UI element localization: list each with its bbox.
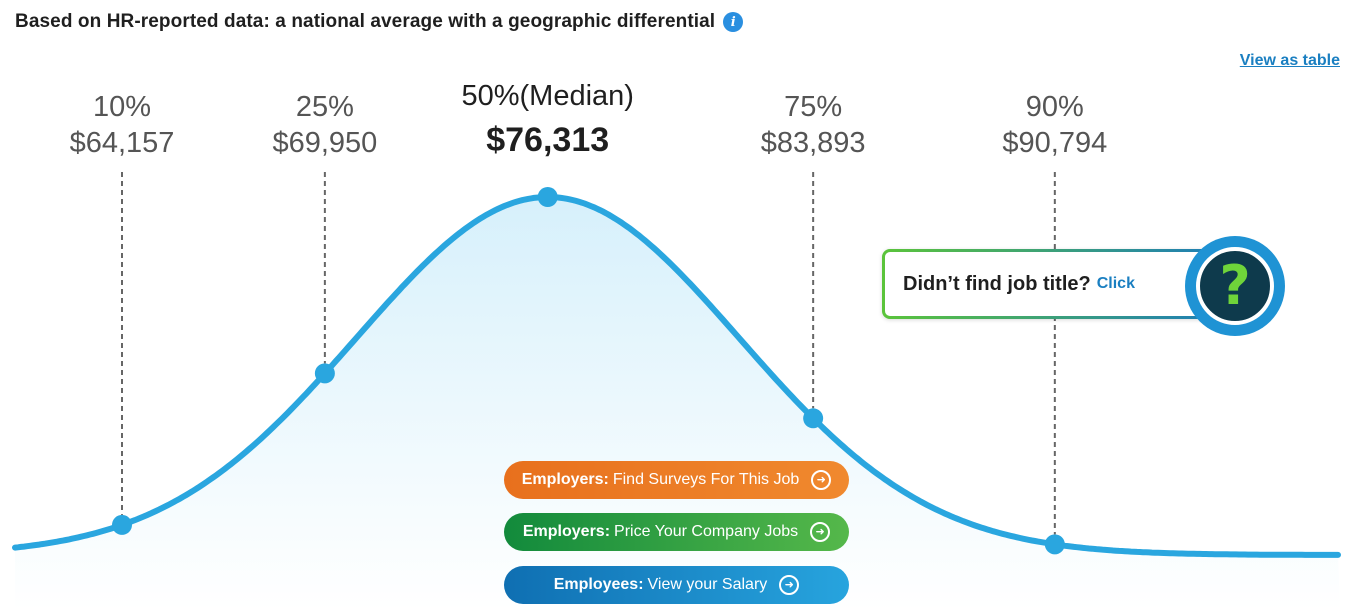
job-title-help-box[interactable]: Didn’t find job title? Click: [882, 249, 1212, 319]
arrow-right-circle-icon: ➜: [779, 575, 800, 595]
view-salary-button[interactable]: Employees: View your Salary ➜: [504, 566, 849, 604]
help-text: Didn’t find job title?: [903, 272, 1091, 295]
percentile-amount: $90,794: [1002, 127, 1108, 159]
arrow-right-circle-icon: ➜: [810, 522, 831, 542]
percentile-point[interactable]: [314, 363, 335, 384]
cta-bold-label: Employers:: [521, 471, 609, 488]
percentile-point[interactable]: [537, 187, 558, 207]
percentile-label: 75% $83,893: [761, 89, 866, 161]
percentile-name: 10%: [92, 91, 152, 123]
price-company-jobs-button[interactable]: Employers: Price Your Company Jobs ➜: [504, 513, 849, 551]
percentile-point[interactable]: [803, 408, 824, 429]
percentile-name: 75%: [784, 91, 843, 123]
distribution-curve: [12, 194, 1341, 558]
view-as-table-link[interactable]: View as table: [1239, 52, 1340, 69]
percentile-point[interactable]: [1044, 534, 1065, 555]
find-surveys-button[interactable]: Employers: Find Surveys For This Job ➜: [504, 461, 849, 499]
percentile-amount: $76,313: [486, 121, 610, 159]
arrow-right-circle-icon: ➜: [811, 470, 832, 490]
median-label: 50%(Median) $76,313: [461, 78, 633, 162]
cta-bold-label: Employers:: [522, 523, 611, 540]
help-badge-inner: ?: [1196, 247, 1274, 325]
percentile-label: 10% $64,157: [70, 89, 175, 161]
cta-label: Find Surveys For This Job: [612, 471, 800, 488]
cta-label: Price Your Company Jobs: [614, 523, 799, 540]
chart-title: Based on HR-reported data: a national av…: [15, 11, 716, 32]
help-badge[interactable]: ?: [1185, 236, 1285, 336]
percentile-amount: $69,950: [272, 127, 378, 159]
percentile-name: 90%: [1025, 91, 1084, 123]
cta-label: View your Salary: [647, 576, 768, 593]
cta-bold-label: Employees:: [553, 576, 644, 593]
percentile-label: 25% $69,950: [272, 89, 377, 161]
chart-header: Based on HR-reported data: a national av…: [15, 11, 744, 33]
help-click-link[interactable]: Click: [1096, 275, 1135, 292]
percentile-name: 50%(Median): [461, 80, 634, 112]
distribution-area: [15, 197, 1340, 611]
percentile-amount: $64,157: [69, 127, 175, 159]
info-icon[interactable]: i: [723, 12, 744, 32]
percentile-amount: $83,893: [760, 127, 866, 159]
percentile-label: 90% $90,794: [1002, 89, 1107, 161]
percentile-name: 25%: [295, 91, 354, 123]
percentile-point[interactable]: [112, 514, 132, 535]
question-mark-icon: ?: [1219, 254, 1251, 317]
